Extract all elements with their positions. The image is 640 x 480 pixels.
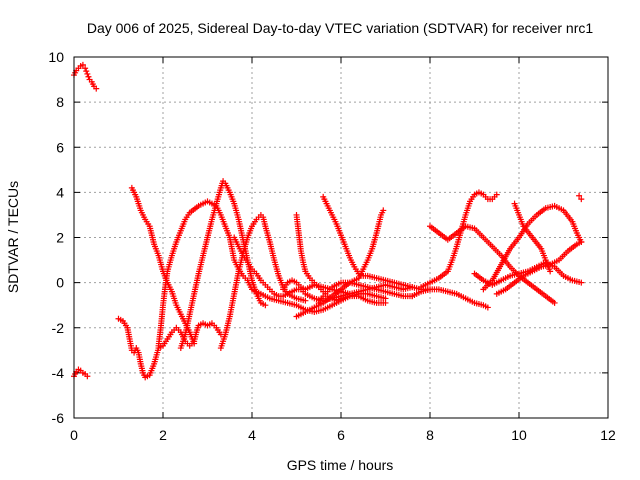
series-arc16 [427, 223, 558, 306]
series-arc17 [493, 239, 585, 297]
series-arc19 [480, 202, 585, 293]
x-tick-label: 2 [159, 427, 167, 443]
data-point [578, 196, 585, 203]
series-arc15 [409, 286, 491, 311]
series-arc01 [71, 61, 100, 92]
y-tick-label: 0 [56, 275, 64, 291]
y-axis-label: SDTVAR / TECUs [5, 181, 21, 293]
x-tick-label: 6 [337, 427, 345, 443]
data-point [84, 373, 91, 380]
data-point [302, 297, 309, 304]
data-point [382, 299, 389, 306]
y-tick-label: -6 [52, 410, 65, 426]
y-tick-label: 4 [56, 184, 64, 200]
series-arc03 [115, 315, 224, 381]
data-point [493, 191, 500, 198]
series-arc04 [128, 184, 198, 347]
series-arc02 [71, 366, 91, 380]
data-point [79, 61, 86, 68]
series-arc21 [576, 192, 585, 203]
series-arc14 [418, 189, 500, 291]
series-arc18 [471, 259, 585, 288]
y-tick-label: 8 [56, 94, 64, 110]
data-point [380, 207, 387, 214]
series-arc12 [293, 207, 387, 320]
series-arc06 [177, 178, 269, 352]
series-arc13 [315, 279, 416, 306]
plot-frame [73, 56, 609, 419]
data-point [547, 268, 554, 275]
data-point [576, 192, 583, 199]
x-tick-label: 10 [511, 427, 527, 443]
chart-title: Day 006 of 2025, Sidereal Day-to-day VTE… [87, 20, 593, 36]
data-point [191, 340, 198, 347]
data-point [93, 85, 100, 92]
x-axis-label: GPS time / hours [287, 457, 394, 473]
data-marks [71, 61, 585, 381]
data-point [484, 304, 491, 311]
data-point [82, 65, 89, 72]
data-point [578, 239, 585, 246]
data-point [83, 68, 90, 75]
x-tick-label: 8 [426, 427, 434, 443]
y-tick-label: -4 [52, 365, 65, 381]
x-tick-label: 0 [70, 427, 78, 443]
data-point [84, 70, 91, 77]
series-arc08 [231, 234, 353, 304]
series-arc11 [320, 193, 433, 293]
data-point [85, 73, 92, 80]
data-point [262, 302, 269, 309]
data-point [578, 279, 585, 286]
series-arc09 [293, 211, 389, 306]
y-tick-label: 2 [56, 230, 64, 246]
axis-ticks: 0 2 4 6 8 10 12 -6 -4 -2 0 2 4 6 8 10 [48, 49, 616, 443]
series-arc05 [155, 198, 389, 349]
data-point [551, 299, 558, 306]
y-tick-label: 10 [48, 49, 64, 65]
series-arc20 [511, 200, 554, 275]
x-tick-label: 4 [248, 427, 256, 443]
y-tick-label: 6 [56, 139, 64, 155]
y-tick-label: -2 [52, 320, 65, 336]
x-tick-label: 12 [600, 427, 616, 443]
